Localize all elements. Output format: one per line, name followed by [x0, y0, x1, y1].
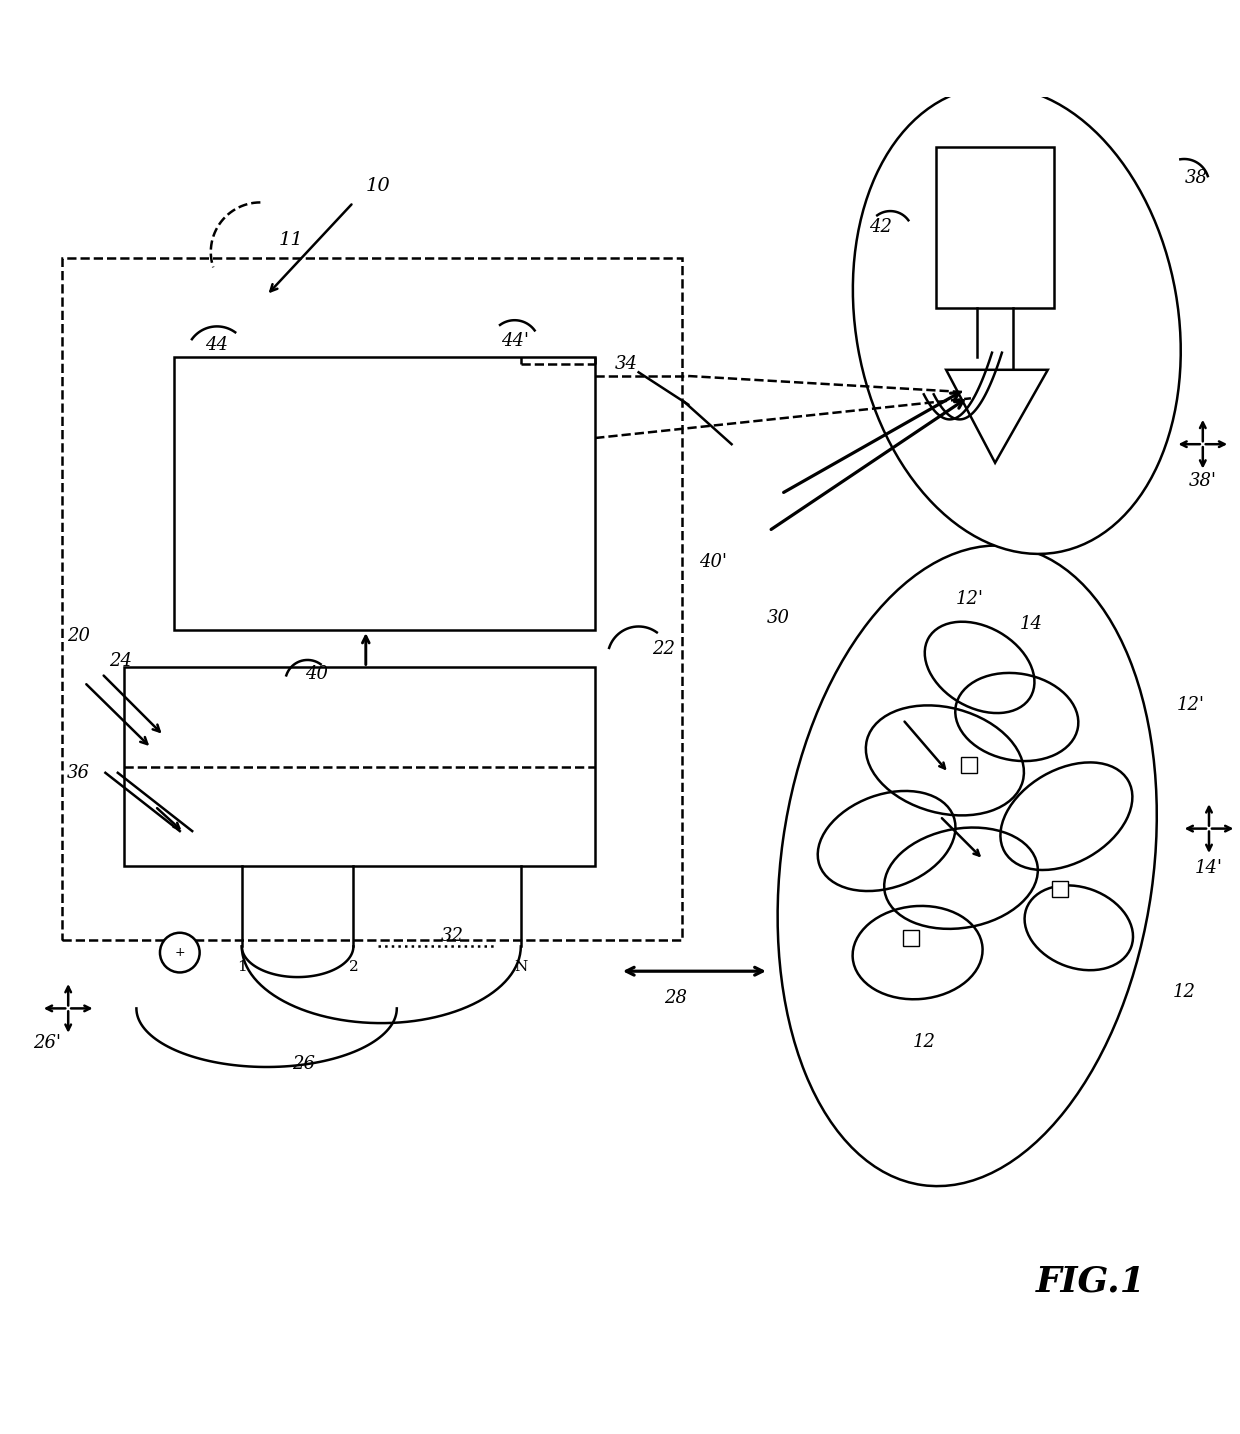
Bar [936, 146, 1054, 308]
Circle shape [160, 932, 200, 972]
Text: 1: 1 [237, 961, 247, 975]
Polygon shape [946, 370, 1048, 463]
Text: 40: 40 [305, 664, 327, 683]
Ellipse shape [777, 545, 1157, 1186]
Text: FIG.1: FIG.1 [1037, 1265, 1146, 1298]
Text: 12: 12 [913, 1032, 935, 1051]
Bar [124, 667, 595, 866]
Text: 32: 32 [441, 928, 464, 945]
Ellipse shape [853, 86, 1180, 554]
Bar [1052, 880, 1068, 896]
Text: 12': 12' [956, 591, 983, 608]
Text: 12: 12 [1173, 984, 1195, 1001]
Text: +: + [175, 946, 185, 959]
Text: 36: 36 [67, 764, 89, 782]
Text: 28: 28 [665, 989, 687, 1008]
Text: 44': 44' [501, 333, 528, 350]
Bar [903, 931, 919, 946]
Text: 38: 38 [1185, 169, 1208, 186]
Text: 24: 24 [109, 652, 131, 670]
Text: 14: 14 [1021, 615, 1043, 632]
Text: 20: 20 [67, 628, 89, 645]
Text: 30: 30 [768, 609, 790, 627]
Text: 2: 2 [348, 961, 358, 975]
Text: N: N [515, 961, 527, 975]
Text: 11: 11 [279, 231, 304, 248]
Text: 10: 10 [366, 178, 391, 195]
Text: 34: 34 [615, 354, 637, 373]
Text: 22: 22 [652, 640, 675, 658]
Bar [961, 757, 977, 773]
Text: 38': 38' [1189, 472, 1216, 490]
Text: 42: 42 [869, 218, 892, 237]
Text: 14': 14' [1195, 859, 1223, 878]
Bar [62, 258, 682, 941]
Text: 26: 26 [293, 1055, 315, 1073]
Text: 12': 12' [1177, 695, 1204, 714]
Bar [174, 357, 595, 630]
Text: 44: 44 [206, 336, 228, 354]
Text: 40': 40' [699, 554, 727, 571]
Text: 26': 26' [33, 1034, 61, 1053]
